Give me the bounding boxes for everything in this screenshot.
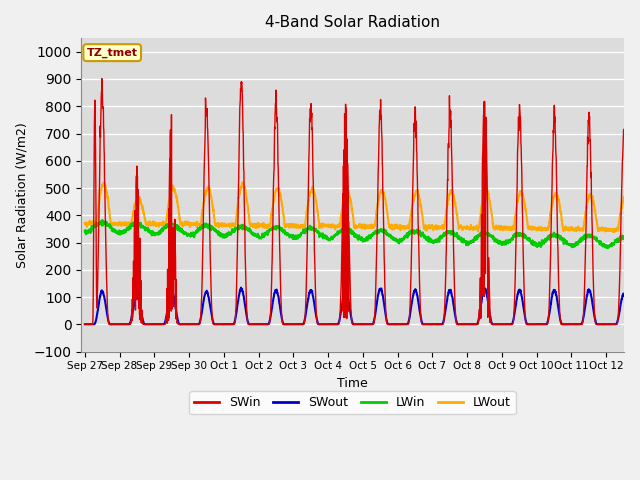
LWout — [81, 220, 88, 226]
LWin — [636, 246, 640, 252]
LWin — [629, 241, 637, 247]
LWout — [637, 226, 640, 232]
LWin — [257, 234, 264, 240]
SWin — [629, 322, 637, 327]
LWout — [397, 225, 404, 230]
Line: LWout: LWout — [84, 182, 640, 232]
SWout — [257, 322, 264, 327]
SWout — [637, 322, 640, 327]
Line: SWout: SWout — [84, 288, 640, 324]
SWout — [81, 322, 88, 327]
LWin — [397, 236, 404, 242]
LWout — [257, 222, 264, 228]
Text: TZ_tmet: TZ_tmet — [86, 48, 138, 58]
SWin — [81, 322, 88, 327]
Y-axis label: Solar Radiation (W/m2): Solar Radiation (W/m2) — [15, 122, 28, 268]
LWout — [136, 196, 144, 202]
SWin — [637, 322, 640, 327]
LWout — [630, 226, 637, 231]
SWout — [562, 322, 570, 327]
LWin — [81, 228, 88, 234]
SWin — [137, 303, 145, 309]
X-axis label: Time: Time — [337, 377, 368, 390]
SWout — [397, 322, 404, 327]
Line: LWin: LWin — [84, 220, 640, 249]
LWout — [531, 226, 538, 232]
Legend: SWin, SWout, LWin, LWout: SWin, SWout, LWin, LWout — [189, 391, 516, 414]
LWout — [562, 223, 570, 229]
LWin — [637, 244, 640, 250]
SWin — [397, 322, 404, 327]
LWin — [99, 217, 106, 223]
LWin — [531, 241, 538, 247]
SWout — [531, 322, 538, 327]
Title: 4-Band Solar Radiation: 4-Band Solar Radiation — [265, 15, 440, 30]
LWout — [609, 229, 617, 235]
Line: SWin: SWin — [84, 79, 640, 324]
SWin — [531, 322, 538, 327]
LWin — [562, 240, 570, 246]
SWout — [136, 305, 144, 311]
SWin — [257, 322, 264, 327]
SWin — [98, 76, 106, 82]
LWout — [239, 180, 246, 185]
SWout — [629, 322, 637, 327]
LWin — [137, 220, 145, 226]
SWout — [237, 285, 245, 290]
SWin — [562, 322, 570, 327]
